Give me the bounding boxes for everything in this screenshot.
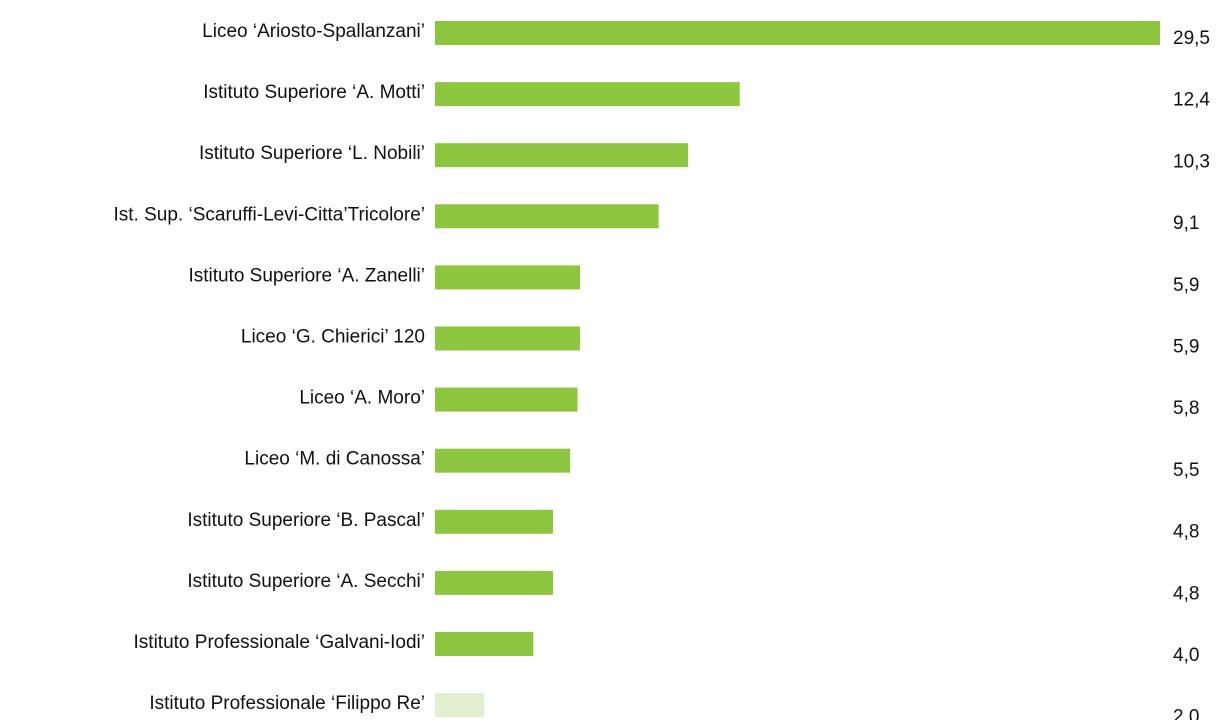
value-label: 5,9	[1173, 275, 1199, 296]
bar	[435, 693, 485, 718]
category-label: Istituto Superiore ‘A. Zanelli’	[188, 265, 425, 286]
bar	[435, 509, 553, 534]
category-label: Liceo ‘Ariosto-Spallanzani’	[202, 21, 425, 42]
value-label: 5,8	[1173, 398, 1199, 419]
bar	[435, 448, 571, 473]
category-label: Istituto Professionale ‘Galvani-Iodi’	[134, 632, 425, 653]
category-label: Istituto Superiore ‘A. Motti’	[203, 82, 425, 103]
value-label: 5,5	[1173, 460, 1199, 481]
bar	[435, 265, 580, 290]
value-label: 4,0	[1173, 645, 1199, 666]
value-label: 29,5	[1173, 28, 1210, 49]
category-label: Liceo ‘M. di Canossa’	[244, 449, 425, 470]
value-label: 10,3	[1173, 151, 1210, 172]
category-label: Istituto Superiore ‘L. Nobili’	[199, 143, 425, 164]
category-label: Istituto Professionale ‘Filippo Re’	[149, 693, 425, 714]
bar	[435, 204, 659, 229]
category-label: Istituto Superiore ‘B. Pascal’	[187, 510, 425, 531]
bar	[435, 143, 689, 168]
bar	[435, 21, 1160, 45]
bar	[435, 82, 740, 107]
category-label: Liceo ‘G. Chierici’ 120	[241, 327, 425, 348]
category-label: Istituto Superiore ‘A. Secchi’	[187, 571, 425, 592]
value-label: 4,8	[1173, 522, 1199, 543]
bar	[435, 632, 534, 656]
value-label: 2,0	[1173, 707, 1199, 720]
category-label: Liceo ‘A. Moro’	[299, 388, 425, 409]
value-label: 12,4	[1173, 90, 1210, 111]
bar	[435, 326, 580, 351]
category-label: Ist. Sup. ‘Scaruffi-Levi-Citta’Tricolore…	[114, 204, 426, 225]
value-label: 4,8	[1173, 583, 1199, 604]
value-label: 5,9	[1173, 337, 1199, 358]
bar	[435, 570, 553, 595]
bar	[435, 387, 578, 412]
value-label: 9,1	[1173, 213, 1199, 234]
